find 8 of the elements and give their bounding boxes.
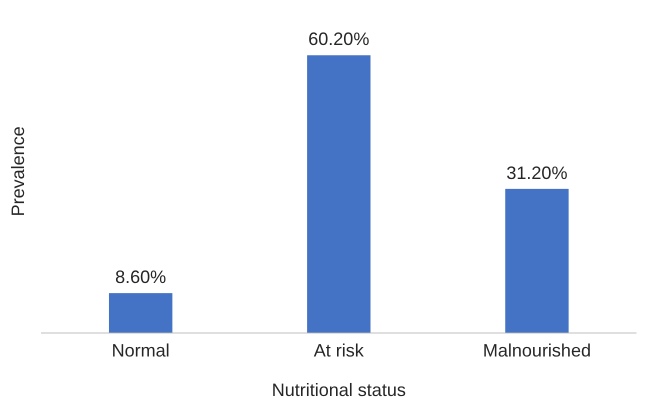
x-tick-label: Malnourished — [482, 340, 591, 361]
y-axis-title: Prevalence — [8, 126, 28, 216]
data-label: 8.60% — [115, 267, 166, 288]
data-label: 60.20% — [308, 29, 370, 50]
x-axis-title: Nutritional status — [272, 380, 406, 400]
data-label: 31.20% — [506, 162, 568, 183]
x-tick-label: At risk — [314, 340, 365, 361]
x-tick-label: Normal — [112, 340, 170, 361]
